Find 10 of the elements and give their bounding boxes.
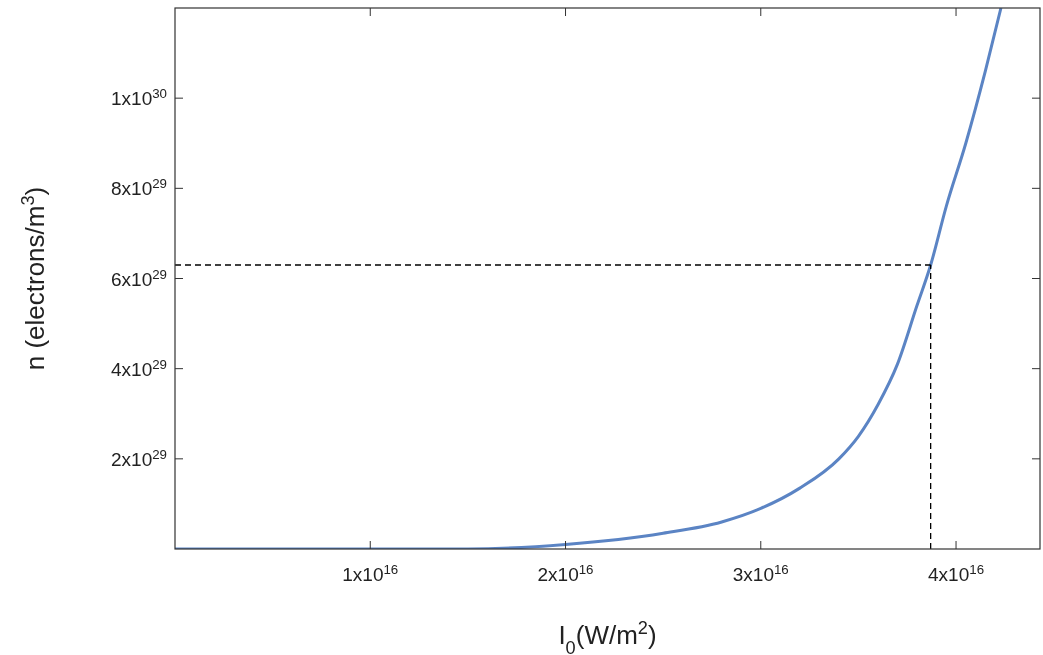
x-tick-label: 4x10$^{16}$ <box>928 561 985 585</box>
y-tick-label: 2x10$^{29}$ <box>111 446 167 470</box>
y-tick-label: 4x10$^{29}$ <box>111 356 167 380</box>
x-axis-title: I$_{0}$(W/m$^{2}$) <box>558 618 657 655</box>
y-tick-label: 6x10$^{29}$ <box>111 266 167 290</box>
x-tick-label: 2x10$^{16}$ <box>537 561 594 585</box>
y-tick-label: 1x10$^{30}$ <box>111 85 167 110</box>
x-tick-label: 1x10$^{16}$ <box>342 561 399 585</box>
y-tick-label: 8x10$^{29}$ <box>111 175 167 200</box>
x-tick-label: 3x10$^{16}$ <box>732 561 789 585</box>
